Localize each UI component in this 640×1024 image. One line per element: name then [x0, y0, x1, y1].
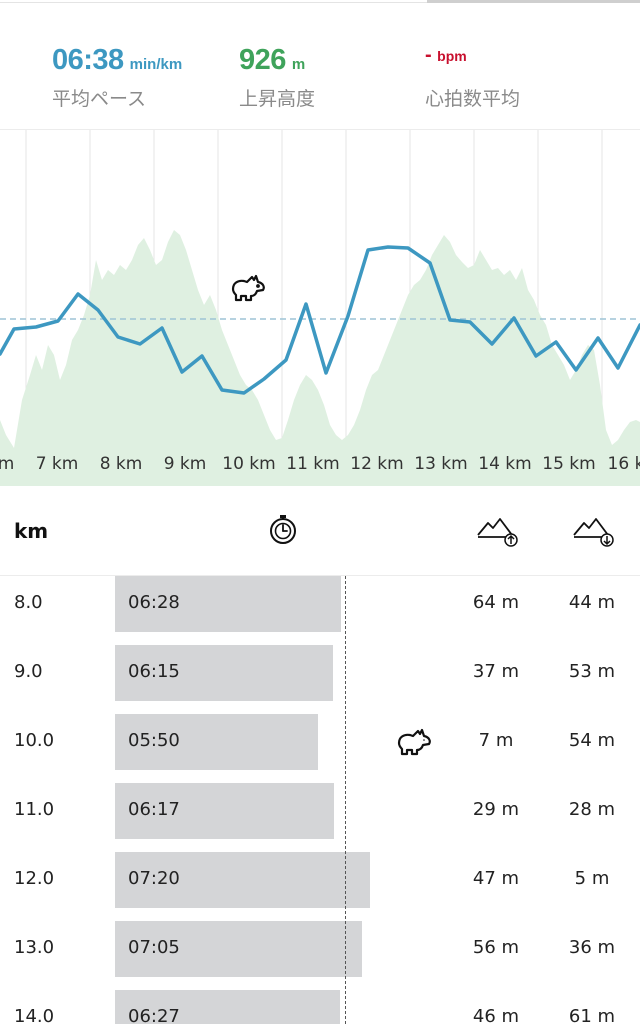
rabbit-icon — [397, 728, 431, 756]
rabbit-icon — [231, 274, 265, 302]
pace-bar — [115, 921, 362, 977]
split-ascent: 29 m — [472, 799, 520, 820]
split-pace: 05:50 — [128, 730, 180, 751]
x-label-15km: 15 km — [542, 454, 595, 474]
ascent-stat: 926 m 上昇高度 — [239, 44, 315, 111]
heart-rate-value: - — [425, 44, 432, 66]
split-ascent: 64 m — [472, 592, 520, 613]
x-label-16km: 16 k — [608, 454, 640, 474]
avg-pace-unit: min/km — [129, 56, 183, 73]
split-pace: 07:05 — [128, 937, 180, 958]
x-label-m: m — [0, 454, 14, 474]
split-km: 10.0 — [14, 730, 55, 751]
elevation-area — [0, 230, 640, 486]
active-tab-indicator — [427, 0, 640, 3]
ascent-label: 上昇高度 — [239, 88, 316, 110]
splits-table: 8.0 06:28 64 m 44 m 9.0 06:15 37 m 53 m … — [0, 576, 640, 1024]
split-km: 9.0 — [14, 661, 43, 682]
split-descent: 28 m — [568, 799, 616, 820]
table-row[interactable]: 13.0 07:05 56 m 36 m — [0, 921, 640, 989]
pace-bar — [115, 645, 333, 701]
tab-indicator — [0, 0, 640, 4]
stopwatch-icon — [270, 515, 296, 544]
ascent-value: 926 — [239, 44, 286, 76]
table-row[interactable]: 11.0 06:17 29 m 28 m — [0, 783, 640, 851]
pace-bar — [115, 714, 318, 770]
table-row[interactable]: 9.0 06:15 37 m 53 m — [0, 645, 640, 713]
split-pace: 06:15 — [128, 661, 180, 682]
heart-rate-unit: bpm — [437, 48, 467, 64]
split-ascent: 47 m — [472, 868, 520, 889]
x-label-9km: 9 km — [164, 454, 207, 474]
pace-bar — [115, 852, 370, 908]
pace-elevation-chart[interactable]: m 7 km 8 km 9 km 10 km 11 km 12 km 13 km… — [0, 129, 640, 486]
descent-icon — [573, 518, 614, 547]
heart-rate-label: 心拍数平均 — [425, 88, 521, 110]
x-label-11km: 11 km — [286, 454, 339, 474]
split-pace: 06:27 — [128, 1006, 180, 1024]
ascent-icon — [477, 518, 518, 547]
avg-pace-marker — [345, 576, 346, 1024]
split-pace: 06:17 — [128, 799, 180, 820]
summary-stats: 06:38 min/km 平均ペース 926 m 上昇高度 - bpm 心拍数平… — [0, 44, 640, 114]
x-label-8km: 8 km — [100, 454, 143, 474]
table-row[interactable]: 10.0 05:50 7 m 54 m — [0, 714, 640, 782]
x-label-13km: 13 km — [414, 454, 467, 474]
split-km: 13.0 — [14, 937, 55, 958]
chart-svg: m 7 km 8 km 9 km 10 km 11 km 12 km 13 km… — [0, 130, 640, 486]
split-km: 12.0 — [14, 868, 55, 889]
table-row[interactable]: 14.0 06:27 46 m 61 m — [0, 990, 640, 1024]
table-row[interactable]: 12.0 07:20 47 m 5 m — [0, 852, 640, 920]
split-descent: 5 m — [574, 868, 610, 889]
split-descent: 61 m — [568, 1006, 616, 1024]
avg-pace-value: 06:38 — [52, 44, 124, 76]
split-km: 11.0 — [14, 799, 55, 820]
split-pace: 07:20 — [128, 868, 180, 889]
split-ascent: 56 m — [472, 937, 520, 958]
chart-x-labels: m 7 km 8 km 9 km 10 km 11 km 12 km 13 km… — [0, 454, 640, 474]
pace-bar — [115, 576, 341, 632]
x-label-12km: 12 km — [350, 454, 403, 474]
avg-pace-stat: 06:38 min/km 平均ペース — [52, 44, 182, 111]
split-ascent: 37 m — [472, 661, 520, 682]
km-column-header: km — [14, 519, 49, 543]
splits-table-header: km — [0, 485, 640, 576]
split-pace: 06:28 — [128, 592, 180, 613]
ascent-unit: m — [291, 56, 306, 73]
x-label-7km: 7 km — [36, 454, 79, 474]
x-label-14km: 14 km — [478, 454, 531, 474]
split-ascent: 46 m — [472, 1006, 520, 1024]
split-descent: 54 m — [568, 730, 616, 751]
x-label-10km: 10 km — [222, 454, 275, 474]
split-descent: 36 m — [568, 937, 616, 958]
pace-bar — [115, 990, 340, 1024]
avg-pace-label: 平均ペース — [52, 88, 147, 110]
split-km: 14.0 — [14, 1006, 55, 1024]
table-row[interactable]: 8.0 06:28 64 m 44 m — [0, 576, 640, 644]
pace-bar — [115, 783, 334, 839]
split-km: 8.0 — [14, 592, 43, 613]
split-ascent: 7 m — [478, 730, 514, 751]
pace-line — [0, 245, 640, 395]
split-descent: 53 m — [568, 661, 616, 682]
heart-rate-stat: - bpm 心拍数平均 — [425, 44, 520, 111]
split-descent: 44 m — [568, 592, 616, 613]
